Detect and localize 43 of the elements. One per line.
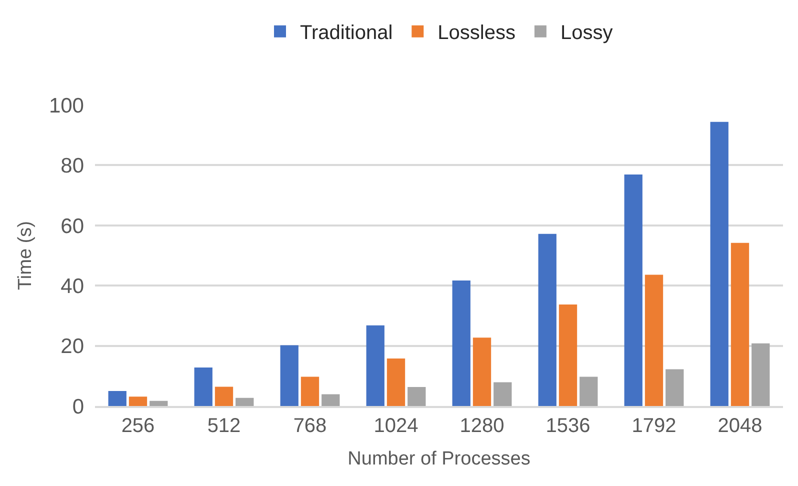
bar	[236, 398, 254, 406]
bar	[150, 400, 168, 406]
bar	[752, 343, 770, 406]
bar	[128, 396, 148, 406]
bar	[558, 304, 578, 406]
x-axis-title: Number of Processes	[348, 448, 530, 470]
y-tick-label: 60	[60, 214, 84, 238]
legend-label: Traditional	[300, 22, 393, 44]
x-tick-label: 512	[207, 415, 241, 437]
bar	[494, 382, 512, 406]
bar	[280, 345, 298, 406]
x-tick-label: 768	[293, 415, 327, 437]
bar	[300, 376, 320, 406]
bar	[644, 274, 664, 406]
bar	[108, 390, 126, 406]
x-tick-label: 1280	[460, 415, 504, 437]
y-tick-label: 0	[72, 395, 84, 418]
bar	[710, 122, 728, 406]
bar	[538, 234, 556, 406]
y-tick-label: 100	[48, 94, 84, 118]
y-tick-label: 20	[60, 335, 84, 358]
bar	[386, 358, 406, 406]
bar	[666, 369, 684, 406]
x-tick-label: 1024	[374, 415, 418, 437]
bar	[472, 338, 492, 406]
legend-label: Lossy	[560, 22, 613, 44]
bar	[194, 367, 212, 406]
y-tick-label: 80	[60, 154, 84, 178]
bar	[452, 280, 470, 406]
y-tick-label: 40	[60, 274, 84, 298]
bar	[366, 325, 384, 406]
x-tick-label: 256	[121, 415, 155, 437]
bar	[624, 174, 642, 406]
y-axis-title: Time (s)	[14, 221, 36, 290]
bar	[580, 376, 598, 406]
x-tick-label: 1536	[546, 415, 590, 437]
x-tick-label: 2048	[718, 415, 762, 437]
bar	[322, 394, 340, 406]
bar	[214, 386, 234, 406]
bar	[408, 387, 426, 406]
bar	[730, 242, 750, 406]
x-tick-label: 1792	[632, 415, 676, 437]
legend-label: Lossless	[438, 22, 516, 44]
